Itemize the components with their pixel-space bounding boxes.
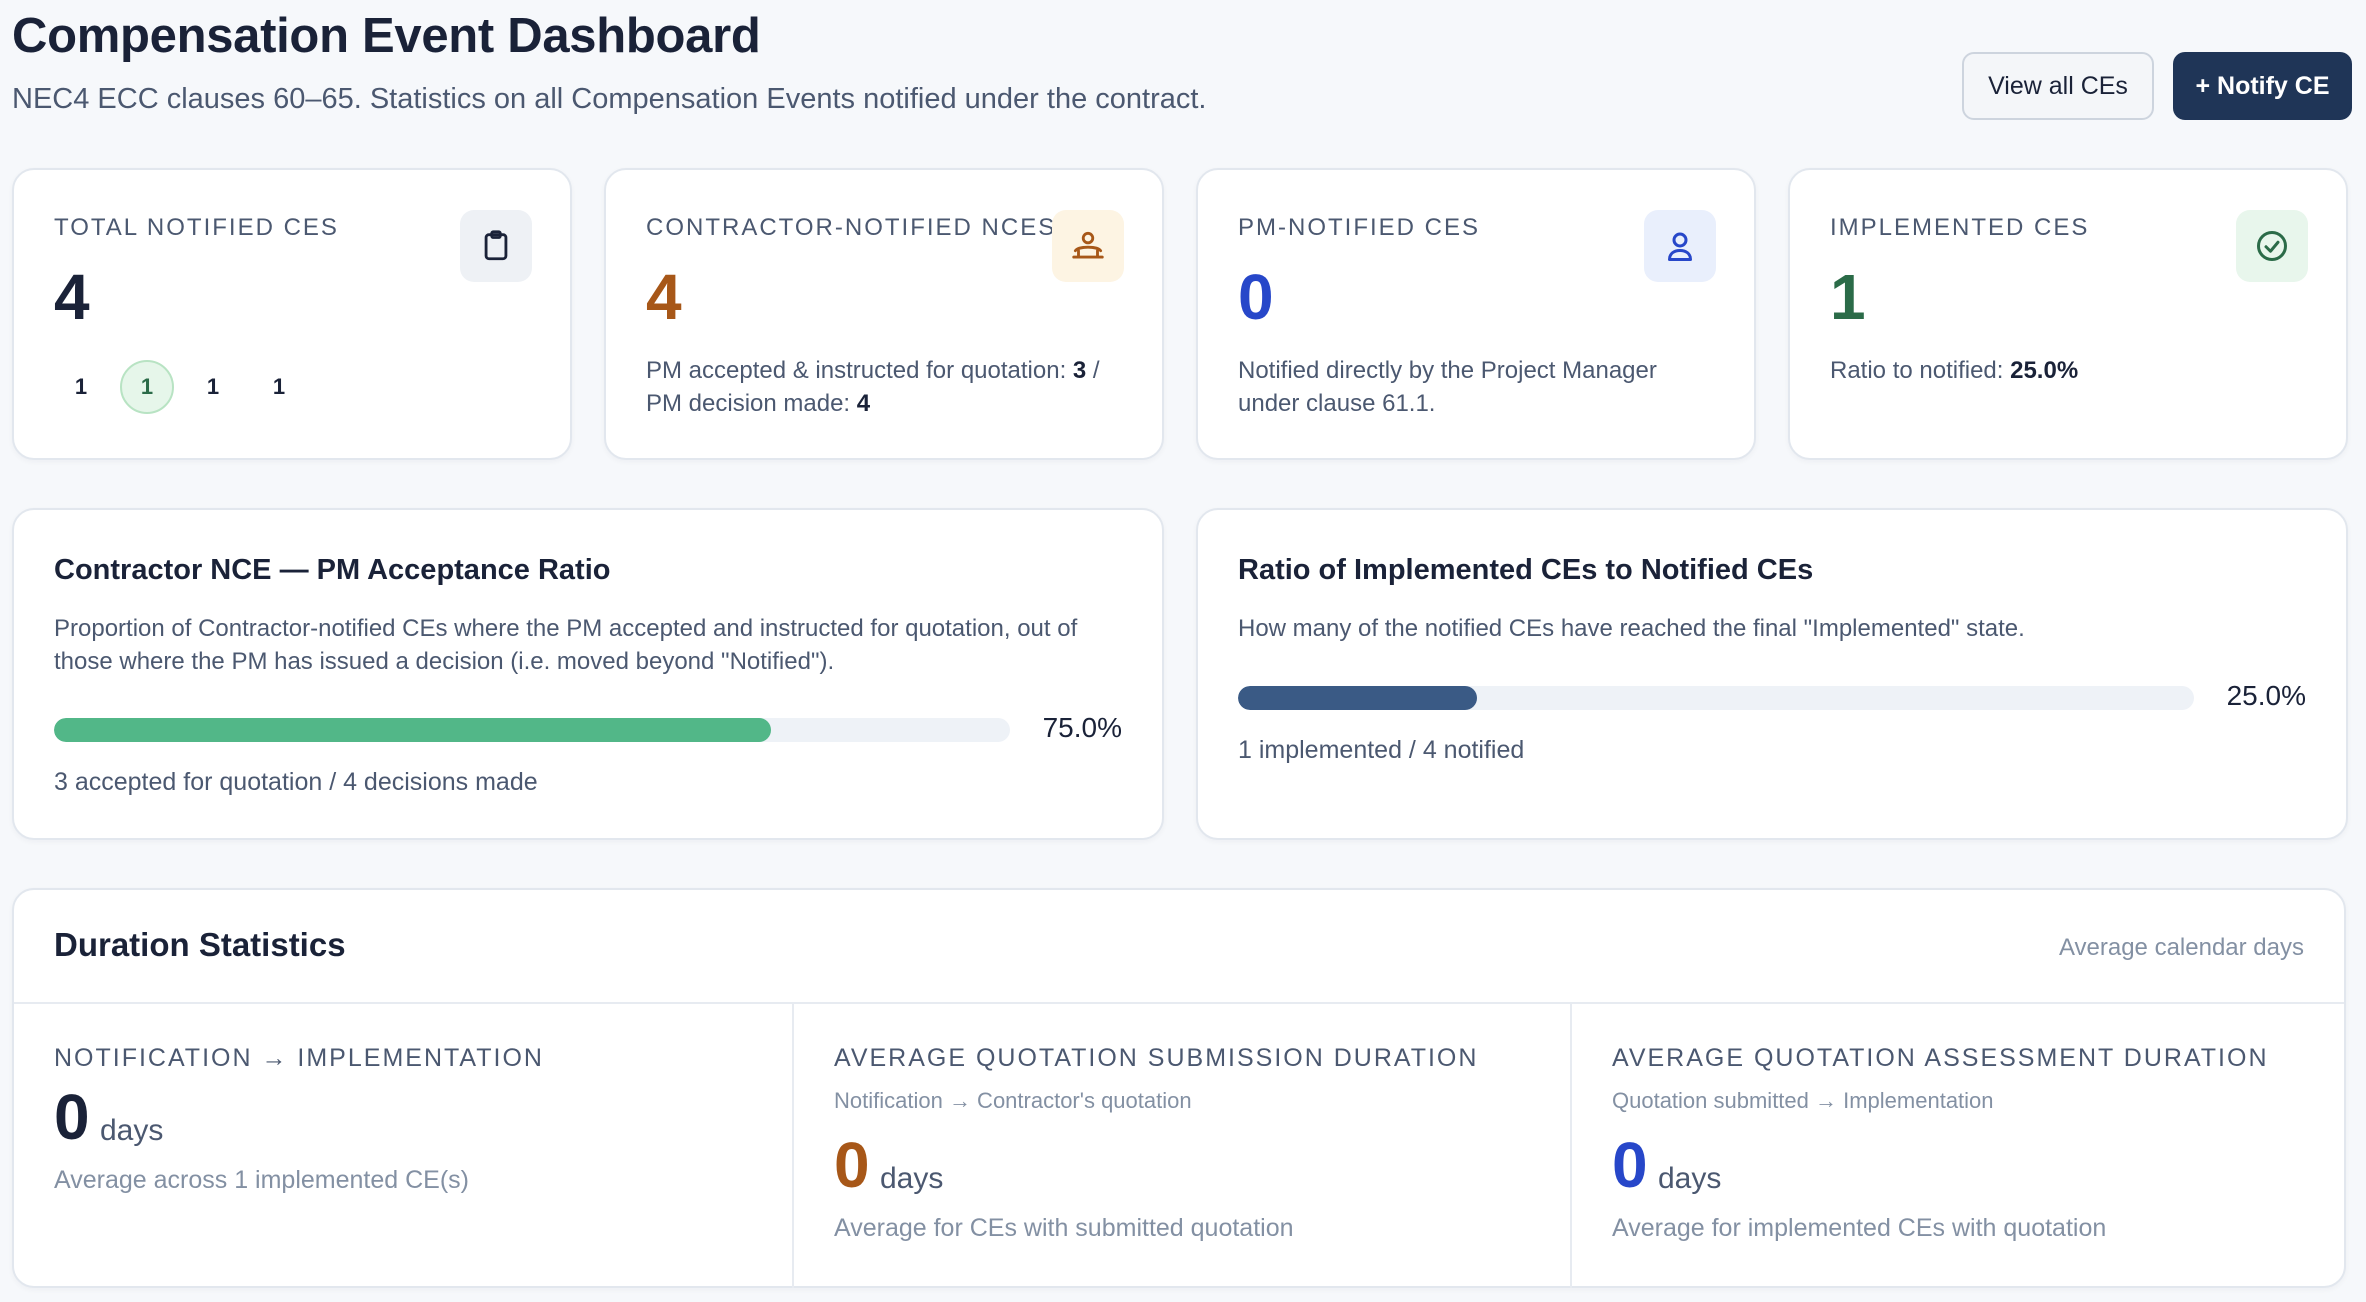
status-chip[interactable]: 1 bbox=[206, 374, 220, 399]
duration-footnote: Average across 1 implemented CE(s) bbox=[54, 1166, 469, 1194]
duration-value: 0 bbox=[1612, 1129, 1648, 1201]
duration-sublabel: Notification → Contractor's quotation bbox=[834, 1088, 1192, 1113]
stat-card-pm-notified: PM-Notified CEs 0 Notified directly by t… bbox=[1196, 168, 1756, 460]
duration-footnote: Average for implemented CEs with quotati… bbox=[1612, 1214, 2107, 1242]
implemented-ratio-card: Ratio of Implemented CEs to Notified CEs… bbox=[1196, 508, 2348, 840]
acceptance-ratio-card: Contractor NCE — PM Acceptance Ratio Pro… bbox=[12, 508, 1164, 840]
duration-unit: days bbox=[1658, 1162, 1722, 1195]
stat-value: 4 bbox=[54, 261, 90, 333]
acceptance-progress-bar bbox=[54, 718, 1010, 742]
implemented-ratio: 25.0% bbox=[2010, 357, 2079, 384]
acceptance-percent: 75.0% bbox=[1042, 712, 1122, 743]
duration-value: 0 bbox=[54, 1081, 90, 1153]
acceptance-summary: 3 accepted for quotation / 4 decisions m… bbox=[54, 768, 538, 796]
stat-label: Contractor-Notified NCEs bbox=[646, 214, 1057, 241]
stat-value: 1 bbox=[1830, 261, 1866, 333]
implemented-progress-fill bbox=[1238, 686, 1477, 710]
stat-value: 0 bbox=[1238, 261, 1274, 333]
implemented-progress-bar bbox=[1238, 686, 2194, 710]
stat-value: 4 bbox=[646, 261, 682, 333]
duration-sublabel: Quotation submitted → Implementation bbox=[1612, 1088, 1994, 1113]
card-description: Proportion of Contractor-notified CEs wh… bbox=[54, 615, 1078, 675]
duration-statistics-card: Duration Statistics Average calendar day… bbox=[12, 888, 2346, 1288]
duration-unit: days bbox=[100, 1114, 164, 1147]
duration-quotation-submission: Average Quotation Submission Duration No… bbox=[792, 1004, 1570, 1288]
status-chips: 1 1 1 1 bbox=[54, 360, 306, 414]
card-description: How many of the notified CEs have reache… bbox=[1238, 615, 2025, 642]
page-header: Compensation Event Dashboard NEC4 ECC cl… bbox=[12, 8, 2352, 128]
implemented-summary: 1 implemented / 4 notified bbox=[1238, 736, 1525, 764]
page-subtitle: NEC4 ECC clauses 60–65. Statistics on al… bbox=[12, 83, 1207, 115]
stat-label: PM-Notified CEs bbox=[1238, 214, 1481, 241]
stat-description: PM accepted & instructed for quotation: … bbox=[646, 357, 1100, 417]
status-chip-active[interactable]: 1 bbox=[120, 360, 174, 414]
acceptance-progress-fill bbox=[54, 718, 771, 742]
section-title: Duration Statistics bbox=[54, 926, 346, 963]
duration-label: Average Quotation Assessment Duration bbox=[1612, 1044, 2269, 1072]
duration-label: Average Quotation Submission Duration bbox=[834, 1044, 1479, 1072]
stat-card-implemented: Implemented CEs 1 Ratio to notified: 25.… bbox=[1788, 168, 2348, 460]
stat-card-total-notified: Total Notified CEs 4 1 1 1 1 bbox=[12, 168, 572, 460]
view-all-ces-button[interactable]: View all CEs bbox=[1962, 52, 2154, 120]
duration-value: 0 bbox=[834, 1129, 870, 1201]
divider bbox=[14, 1002, 2344, 1004]
contractor-icon bbox=[1052, 210, 1124, 282]
duration-label: Notification → Implementation bbox=[54, 1044, 544, 1072]
card-title: Contractor NCE — PM Acceptance Ratio bbox=[54, 554, 611, 586]
check-circle-icon bbox=[2236, 210, 2308, 282]
stat-card-contractor-notified: Contractor-Notified NCEs 4 PM accepted &… bbox=[604, 168, 1164, 460]
stat-description: Notified directly by the Project Manager… bbox=[1238, 357, 1657, 417]
card-title: Ratio of Implemented CEs to Notified CEs bbox=[1238, 554, 1814, 586]
stat-description: Ratio to notified: 25.0% bbox=[1830, 357, 2079, 384]
decision-count: 4 bbox=[856, 390, 871, 417]
clipboard-icon bbox=[460, 210, 532, 282]
duration-unit: days bbox=[880, 1162, 944, 1195]
implemented-percent: 25.0% bbox=[2226, 680, 2306, 711]
status-chip[interactable]: 1 bbox=[74, 374, 88, 399]
section-note: Average calendar days bbox=[2058, 934, 2304, 961]
page-title: Compensation Event Dashboard bbox=[12, 9, 761, 63]
stat-label: Implemented CEs bbox=[1830, 214, 2090, 241]
accepted-count: 3 bbox=[1072, 357, 1087, 384]
duration-quotation-assessment: Average Quotation Assessment Duration Qu… bbox=[1570, 1004, 2348, 1288]
user-icon bbox=[1644, 210, 1716, 282]
notify-ce-button[interactable]: + Notify CE bbox=[2173, 52, 2352, 120]
stat-label: Total Notified CEs bbox=[54, 214, 339, 241]
status-chip[interactable]: 1 bbox=[272, 374, 286, 399]
duration-footnote: Average for CEs with submitted quotation bbox=[834, 1214, 1294, 1242]
duration-notification-implementation: Notification → Implementation 0 days Ave… bbox=[14, 1004, 792, 1288]
